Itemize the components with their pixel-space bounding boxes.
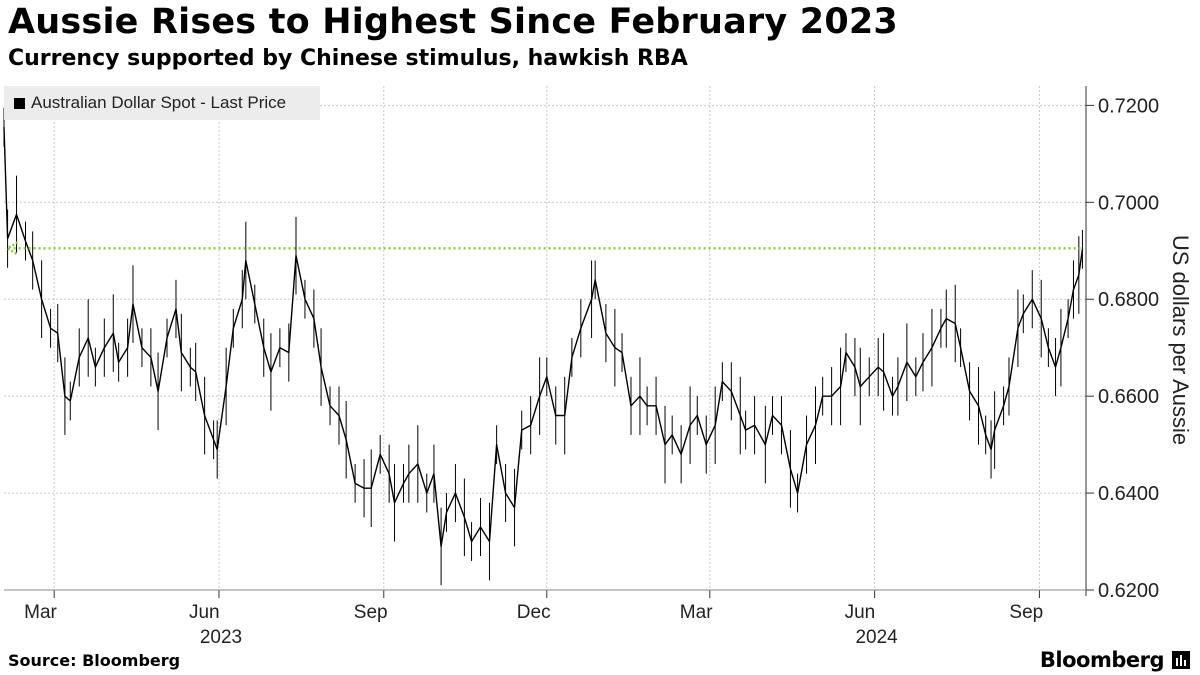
x-tick-label: Sep	[354, 602, 388, 623]
source-note: Source: Bloomberg	[8, 651, 181, 670]
x-tick-label: Dec	[517, 602, 551, 623]
legend-swatch	[14, 97, 25, 109]
x-year-label: 2024	[855, 627, 898, 648]
legend-label: Australian Dollar Spot - Last Price	[31, 93, 287, 112]
legend: Australian Dollar Spot - Last Price	[4, 86, 320, 120]
chart-subtitle: Currency supported by Chinese stimulus, …	[8, 46, 688, 71]
brand-logo: Bloomberg	[1040, 648, 1190, 672]
y-tick-label: 0.6800	[1098, 289, 1159, 311]
x-tick-label: Mar	[680, 602, 713, 623]
brand-name: Bloomberg	[1039, 648, 1165, 672]
y-tick-label: 0.6400	[1098, 483, 1159, 505]
y-tick-label: 0.6200	[1098, 580, 1159, 602]
y-tick-label: 0.6600	[1098, 386, 1159, 408]
y-axis: 0.6200 0.6400 0.6600 0.6800 0.7000 0.7200	[1085, 86, 1159, 602]
x-year-label: 2023	[200, 627, 242, 648]
y-tick-label: 0.7200	[1098, 95, 1159, 117]
x-tick-label: Mar	[24, 602, 57, 623]
x-tick-label: Jun	[189, 602, 220, 623]
price-line	[3, 127, 1084, 548]
y-tick-label: 0.7000	[1098, 192, 1159, 214]
x-axis: Mar Jun Sep Dec Mar Jun Sep 2023 2024	[4, 589, 1086, 648]
chart-title: Aussie Rises to Highest Since February 2…	[8, 2, 898, 42]
series-group	[3, 107, 1084, 586]
bar-chart-icon	[1172, 651, 1190, 669]
reference-line-group	[5, 241, 1083, 256]
x-tick-label: Jun	[845, 602, 876, 623]
x-tick-label: Sep	[1009, 602, 1043, 623]
y-axis-label: US dollars per Aussie	[1168, 235, 1193, 445]
